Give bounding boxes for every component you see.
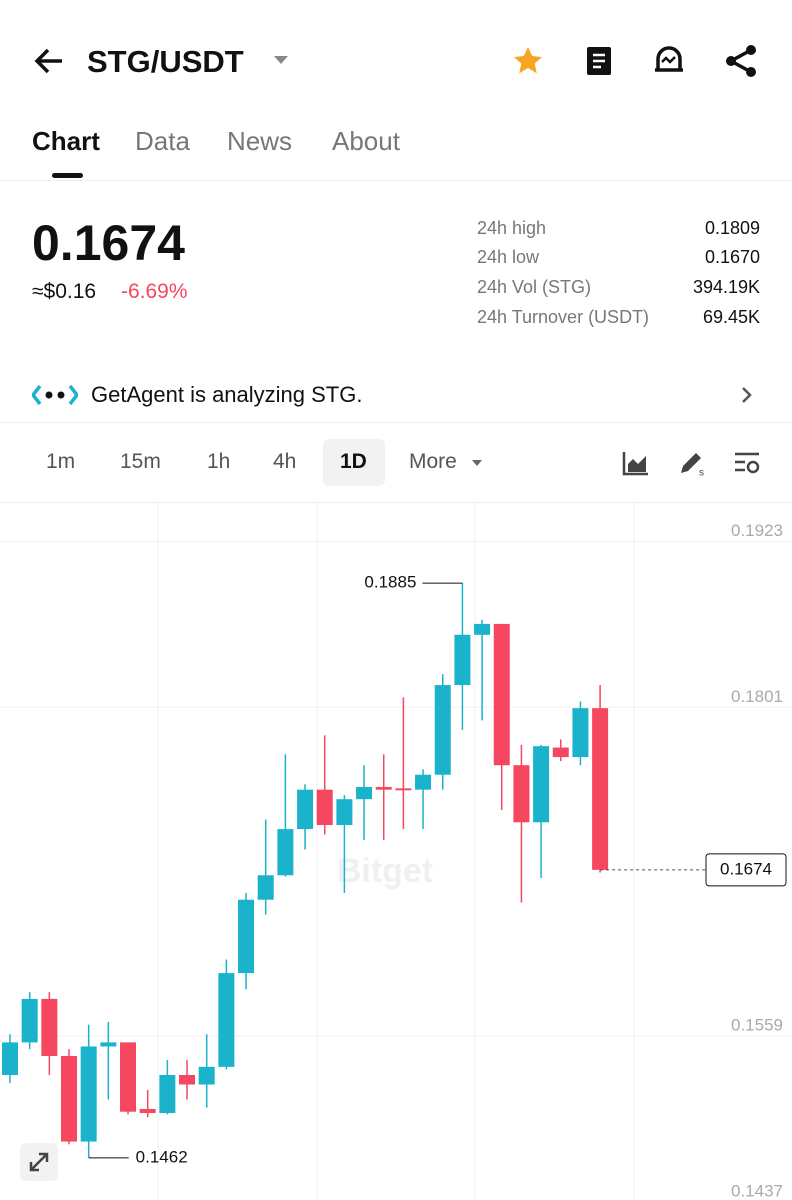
divider (0, 502, 792, 503)
candle-body (454, 634, 471, 686)
last-price-box (705, 853, 787, 887)
watermark: Bitget (337, 852, 433, 890)
draw-icon[interactable]: s (677, 449, 707, 477)
y-tick-label: 0.1801 (731, 687, 783, 706)
candle-body (375, 786, 392, 790)
candle-body (139, 1108, 156, 1114)
candle-body (513, 765, 530, 823)
dropdown-icon[interactable] (471, 459, 483, 467)
interval-active-bg (323, 439, 385, 486)
price-change: -6.69% (121, 280, 188, 303)
divider (0, 422, 792, 423)
candlestick-chart: Bitget 0.1923 0.1801 0.1559 0.1437 0.1885 0.1… (0, 503, 792, 1200)
candle-body (21, 998, 38, 1043)
candle-body (238, 899, 255, 974)
tab[interactable]: News (227, 126, 293, 156)
candle-body (552, 747, 569, 758)
stat-label: 24h low (477, 247, 540, 267)
candle-body (100, 1042, 117, 1047)
agent-banner[interactable]: GetAgent is analyzing STG. (91, 382, 363, 407)
pair-title[interactable]: STG/USDT (87, 44, 244, 79)
dropdown-icon[interactable] (273, 55, 289, 65)
candle-body (61, 1055, 78, 1142)
candle-body (474, 623, 491, 635)
candle-body (159, 1075, 176, 1114)
expand-button[interactable] (20, 1143, 58, 1181)
expand-icon (29, 1152, 49, 1172)
y-tick-label: 0.1437 (731, 1181, 783, 1200)
candle-body (257, 875, 274, 900)
interval[interactable]: 15m (120, 450, 161, 473)
candle-body (493, 623, 510, 766)
last-price: 0.1674 (32, 215, 185, 271)
candle-body (179, 1075, 196, 1085)
alert-icon[interactable] (653, 44, 685, 78)
candle-body (41, 998, 58, 1056)
candle-body (415, 774, 432, 790)
y-tick-label: 0.1559 (731, 1016, 783, 1035)
svg-text:s: s (699, 468, 704, 477)
tab-indicator (52, 173, 83, 178)
interval[interactable]: More (409, 450, 457, 473)
divider (0, 180, 792, 181)
candle-body (316, 789, 333, 826)
stat-value: 69.45K (702, 307, 760, 327)
share-icon[interactable] (724, 44, 758, 78)
y-tick-label: 0.1923 (731, 521, 783, 540)
stat-value: 394.19K (692, 277, 760, 297)
candle-body (356, 786, 373, 800)
candle-body (297, 789, 314, 830)
interval[interactable]: 1D (340, 450, 367, 473)
candle-body (434, 685, 451, 775)
indicator-icon[interactable] (622, 450, 650, 476)
favorite-icon[interactable] (512, 45, 544, 77)
usd-price: ≈$0.16 (32, 280, 97, 303)
candle-body (277, 829, 294, 876)
candle-body (572, 708, 589, 758)
interval[interactable]: 4h (273, 450, 297, 473)
stat-value: 0.1809 (704, 218, 760, 238)
low-label: 0.1462 (136, 1147, 188, 1166)
candle-body (592, 708, 609, 870)
candle-body (2, 1042, 18, 1076)
candle-body (218, 973, 235, 1067)
stat-label: 24h high (477, 218, 547, 238)
interval[interactable]: 1m (46, 450, 76, 473)
tab[interactable]: Chart (32, 126, 100, 156)
candle-body (336, 799, 353, 826)
settings-icon[interactable] (733, 450, 761, 476)
candle-body (198, 1066, 215, 1085)
stat-label: 24h Turnover (USDT) (477, 307, 650, 327)
last-price-label: 0.1674 (720, 859, 772, 878)
chevron-icon[interactable] (741, 386, 753, 404)
stat-value: 0.1670 (704, 247, 760, 267)
notes-icon[interactable] (584, 45, 614, 77)
candle-body (120, 1042, 137, 1112)
candle-body (80, 1046, 97, 1142)
back-icon[interactable] (32, 44, 68, 80)
stat-label: 24h Vol (STG) (477, 277, 592, 297)
candle-body (395, 788, 412, 791)
interval[interactable]: 1h (207, 450, 231, 473)
tab[interactable]: About (332, 126, 400, 156)
candle-body (533, 746, 550, 823)
high-label: 0.1885 (364, 573, 416, 592)
tab[interactable]: Data (135, 126, 190, 156)
agent-icon (32, 384, 78, 406)
